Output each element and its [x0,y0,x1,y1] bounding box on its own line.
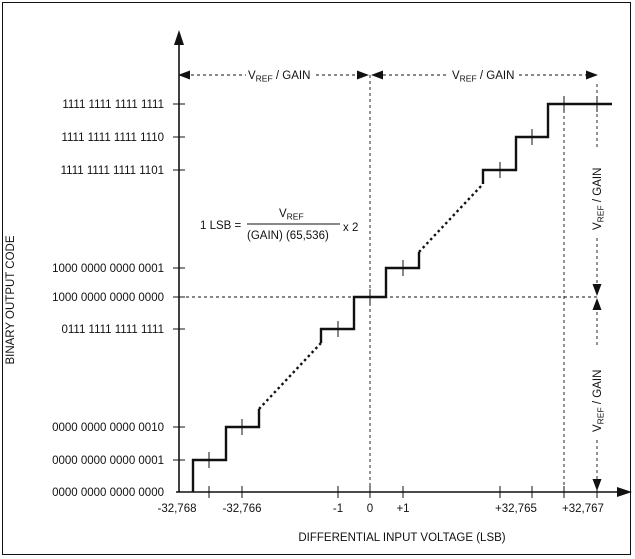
y-code-label: 1111 1111 1111 1111 [62,99,164,111]
diagram-frame [2,2,631,555]
x-tick-label: +32,765 [495,503,537,515]
y-code-label: 1111 1111 1111 1110 [61,132,164,144]
y-axis-title: BINARY OUTPUT CODE [5,235,17,364]
formula-lhs: 1 LSB = [200,220,242,232]
x-tick-label: 0 [367,503,373,515]
transfer-dotted-segment-low [258,342,322,410]
arrow-right-icon [357,70,369,80]
transfer-dotted-segment-high [418,183,484,253]
arrow-left-icon [371,70,383,80]
arrow-down-icon [592,479,602,491]
x-tick-label: -32,766 [222,503,261,515]
top-span-dimension [178,70,598,80]
transfer-staircase-low [191,409,261,492]
arrow-right-icon [586,70,598,80]
y-code-label: 1111 1111 1111 1101 [61,165,164,177]
arrow-left-icon [178,70,190,80]
right-span-label-top: VREF / GAIN [592,168,606,230]
x-tick-label: -1 [333,503,343,515]
y-code-label: 0000 0000 0000 0000 [52,487,164,499]
top-span-label-left: VREF / GAIN [248,70,310,84]
x-tick-label: +1 [396,503,409,515]
formula-multiplier: x 2 [343,222,358,234]
x-axis-title: DIFFERENTIAL INPUT VOLTAGE (LSB) [298,532,505,544]
y-code-label: 0111 1111 1111 1111 [61,324,164,336]
right-span-dimension [592,84,602,491]
step-midpoint-ticks [208,96,598,468]
x-axis-arrow [617,487,632,497]
x-tick-label: -32,768 [157,503,196,515]
top-span-label-right: VREF / GAIN [452,70,514,84]
y-code-label: 0000 0000 0000 0010 [52,422,164,434]
x-ticks [208,486,598,498]
y-code-label: 0000 0000 0000 0001 [52,455,164,467]
right-span-label-bottom: VREF / GAIN [592,370,606,432]
lsb-formula: 1 LSB = VREF (GAIN) (65,536) x 2 [200,208,358,242]
transfer-staircase-high [481,102,612,184]
y-axis-arrow [174,30,184,45]
arrow-down-icon [592,284,602,296]
formula-numerator: VREF [279,208,304,222]
formula-denominator: (GAIN) (65,536) [247,230,329,242]
y-code-label: 1000 0000 0000 0001 [52,263,164,275]
x-tick-label: +32,767 [562,503,604,515]
arrow-up-icon [592,298,602,310]
y-ticks [173,103,185,461]
y-code-label: 1000 0000 0000 0000 [52,292,164,304]
